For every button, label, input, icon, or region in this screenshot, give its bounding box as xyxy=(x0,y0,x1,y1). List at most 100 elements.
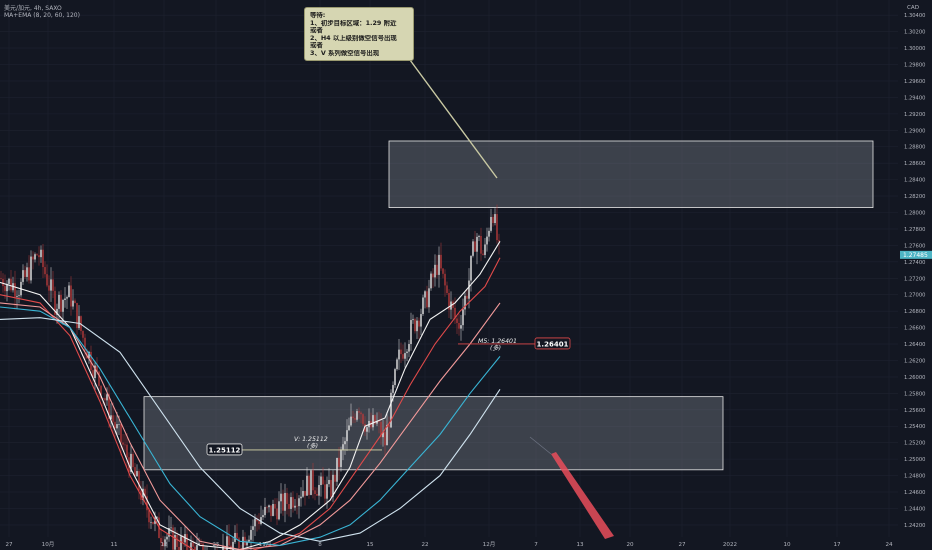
candle-body xyxy=(194,546,196,550)
candle-body xyxy=(84,337,86,351)
candle-body xyxy=(482,253,484,255)
signal-m5-price-tag: 1.26401 xyxy=(537,340,569,348)
time-tick-label: 18 xyxy=(160,542,168,548)
candle-body xyxy=(62,300,64,312)
candle-body xyxy=(68,285,70,298)
candle-body xyxy=(394,369,396,386)
price-tick-label: 1.29400 xyxy=(904,95,925,101)
candle-body xyxy=(474,241,476,252)
candle-body xyxy=(182,536,184,543)
candle-body xyxy=(350,416,352,426)
candle-body xyxy=(64,298,66,301)
price-tick-label: 1.25000 xyxy=(904,457,925,463)
price-tick-label: 1.26600 xyxy=(904,326,925,332)
time-tick-label: 24 xyxy=(885,542,893,548)
candle-body xyxy=(286,492,288,504)
candle-body xyxy=(180,536,182,550)
moving-average-line xyxy=(0,306,501,546)
candle-body xyxy=(58,294,60,309)
candle-body xyxy=(174,534,176,550)
candle-body xyxy=(448,293,450,310)
candle-body xyxy=(4,286,6,292)
candle-body xyxy=(472,241,474,256)
moving-average-line xyxy=(0,302,501,550)
candle-body xyxy=(226,536,228,550)
candle-body xyxy=(302,491,304,497)
candle-body xyxy=(248,539,250,542)
price-tick-label: 1.26800 xyxy=(904,309,925,315)
candle-body xyxy=(322,476,324,485)
candle-body xyxy=(320,476,322,486)
time-tick-label: 12月 xyxy=(483,541,496,548)
candle-body xyxy=(460,325,462,329)
time-axis[interactable]: 27 10月 11 18 25 11月 8 15 22 12月 7 13 20 27 2022 10 17 24 xyxy=(5,541,893,548)
candle-body xyxy=(100,385,102,399)
signal-m5-price-tag-box[interactable] xyxy=(534,337,571,350)
price-tick-label: 1.30000 xyxy=(904,46,925,52)
candle-body xyxy=(470,255,472,281)
indicator-title[interactable]: MA+EMA (8, 20, 60, 120) xyxy=(4,12,80,19)
price-axis[interactable]: 1.30400 1.30200 1.30000 1.29800 1.29600 1.294… xyxy=(904,13,925,529)
moving-average-line xyxy=(0,241,501,550)
price-tick-label: 1.27000 xyxy=(904,293,925,299)
price-tick-label: 1.28800 xyxy=(904,145,925,151)
candle-body xyxy=(102,398,104,399)
candle-body xyxy=(70,285,72,307)
candle-body xyxy=(108,394,110,420)
signal-v-price-tag: 1.25112 xyxy=(209,446,241,454)
candle-body xyxy=(270,505,272,516)
price-tick-label: 1.29800 xyxy=(904,63,925,69)
moving-average-line xyxy=(0,317,501,542)
candle-body xyxy=(168,528,170,537)
candle-body xyxy=(310,470,312,495)
candle-body xyxy=(272,503,274,516)
candle-body xyxy=(338,457,340,467)
candle-body xyxy=(120,424,122,443)
price-tick-label: 1.27600 xyxy=(904,243,925,249)
price-tick-label: 1.25800 xyxy=(904,391,925,397)
candle-body xyxy=(426,291,428,308)
moving-averages xyxy=(0,241,501,550)
candle-body xyxy=(404,353,406,359)
candle-body xyxy=(480,235,482,254)
candle-body xyxy=(192,542,194,547)
signal-v-direction: (多) xyxy=(307,442,318,450)
candle-body xyxy=(252,526,254,530)
chart-grid xyxy=(0,0,898,537)
candle-body xyxy=(446,285,448,294)
candle-body xyxy=(266,507,268,508)
candle-body xyxy=(118,424,120,425)
candle-body xyxy=(76,303,78,329)
annotation-note[interactable]: 等待: 1、初步目标区域：1.29 附近 或者 2、H4 以上级别做空信号出现 … xyxy=(304,7,414,61)
annotation-line: 或者 xyxy=(310,27,323,35)
signal-v-price-tag-box[interactable] xyxy=(206,443,243,456)
candle-body xyxy=(24,270,26,277)
candle-body xyxy=(282,493,284,511)
symbol-title[interactable]: 美元/加元, 4h, SAXO xyxy=(4,5,62,12)
target-zone-box[interactable] xyxy=(388,140,874,208)
candle-body xyxy=(260,517,262,524)
candle-body xyxy=(374,415,376,424)
candle-body xyxy=(390,392,392,428)
candle-body xyxy=(176,534,178,548)
support-zone-box[interactable] xyxy=(143,396,724,471)
candle-body xyxy=(114,421,116,429)
candle-body xyxy=(494,214,496,224)
candle-body xyxy=(476,236,478,252)
candle-body xyxy=(478,235,480,237)
candle-body xyxy=(56,308,58,315)
current-price-label: 1.27485 xyxy=(900,250,932,259)
candle-body xyxy=(138,471,140,491)
callout-pointer xyxy=(409,59,498,179)
candle-body xyxy=(18,295,20,297)
candle-body xyxy=(402,354,404,359)
candle-body xyxy=(36,254,38,256)
price-tick-label: 1.25400 xyxy=(904,424,925,430)
candle-body xyxy=(408,344,410,352)
price-tick-label: 1.24600 xyxy=(904,490,925,496)
candle-body xyxy=(110,415,112,420)
candle-body xyxy=(358,411,360,413)
price-tick-label: 1.28600 xyxy=(904,161,925,167)
price-tick-label: 1.29000 xyxy=(904,128,925,134)
